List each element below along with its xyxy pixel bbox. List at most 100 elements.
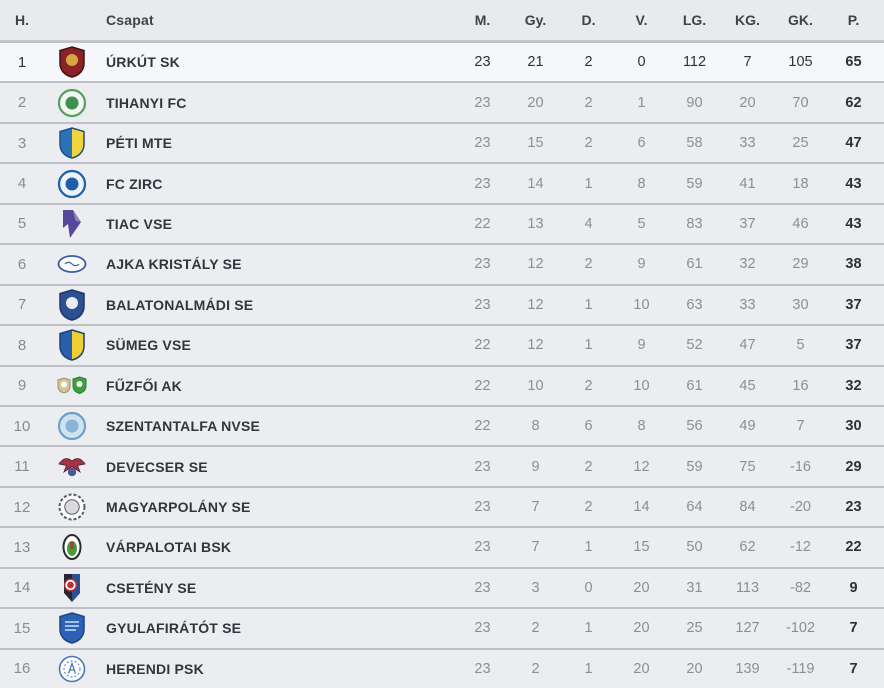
stat-points: 7 bbox=[849, 660, 858, 677]
stat-wins: 21 bbox=[527, 54, 544, 71]
stat-wins: 12 bbox=[527, 296, 544, 313]
stat-goal-diff: 70 bbox=[792, 94, 809, 111]
table-row[interactable]: 4 FC ZIRC 23 14 1 8 59 41 18 43 bbox=[0, 162, 884, 203]
stat-matches: 23 bbox=[474, 579, 491, 596]
stat-draws: 2 bbox=[584, 458, 593, 475]
team-position: 3 bbox=[17, 134, 27, 152]
stat-points: 7 bbox=[849, 620, 858, 637]
stat-wins: 13 bbox=[527, 215, 544, 232]
stat-goals-for: 25 bbox=[686, 620, 703, 637]
stat-goals-against: 113 bbox=[735, 579, 760, 596]
team-logo-icon bbox=[44, 248, 100, 280]
table-row[interactable]: 11 DEVECSER SE 23 9 2 12 59 75 -16 29 bbox=[0, 445, 884, 486]
stat-points: 22 bbox=[845, 539, 862, 556]
stat-goals-for: 63 bbox=[686, 296, 703, 313]
table-row[interactable]: 9 FŰZFŐI AK 22 10 2 10 61 45 16 32 bbox=[0, 364, 884, 405]
stat-goals-for: 64 bbox=[686, 499, 703, 516]
stat-goals-against: 32 bbox=[739, 256, 756, 273]
stat-draws: 2 bbox=[584, 499, 593, 516]
team-name[interactable]: VÁRPALOTAI BSK bbox=[106, 539, 232, 556]
stat-losses: 5 bbox=[637, 215, 646, 232]
stat-goals-against: 49 bbox=[739, 418, 756, 435]
stat-wins: 12 bbox=[527, 337, 544, 354]
stat-wins: 3 bbox=[531, 579, 540, 596]
team-logo-icon bbox=[44, 87, 100, 119]
header-position: H. bbox=[15, 12, 29, 28]
stat-goals-against: 127 bbox=[735, 620, 760, 637]
table-row[interactable]: 8 SÜMEG VSE 22 12 1 9 52 47 5 37 bbox=[0, 324, 884, 365]
team-name[interactable]: CSETÉNY SE bbox=[106, 579, 197, 596]
table-row[interactable]: 16 HERENDI PSK 23 2 1 20 20 139 -119 7 bbox=[0, 647, 884, 688]
table-row[interactable]: 7 BALATONALMÁDI SE 23 12 1 10 63 33 30 3… bbox=[0, 283, 884, 325]
stat-goals-for: 56 bbox=[686, 418, 703, 435]
table-row[interactable]: 15 GYULAFIRÁTÓT SE 23 2 1 20 25 127 -102… bbox=[0, 607, 884, 648]
team-position: 7 bbox=[17, 296, 27, 314]
team-name[interactable]: TIHANYI FC bbox=[106, 94, 187, 111]
team-position: 6 bbox=[17, 255, 27, 273]
table-body: 1 ÚRKÚT SK 23 21 2 0 112 7 105 65 2 TIHA… bbox=[0, 41, 884, 688]
stat-losses: 12 bbox=[633, 458, 650, 475]
stat-draws: 6 bbox=[584, 418, 593, 435]
table-row[interactable]: 10 SZENTANTALFA NVSE 22 8 6 8 56 49 7 30 bbox=[0, 404, 884, 446]
team-name[interactable]: SÜMEG VSE bbox=[106, 337, 192, 354]
team-position: 11 bbox=[14, 458, 30, 476]
team-name[interactable]: ÚRKÚT SK bbox=[106, 54, 180, 71]
stat-points: 30 bbox=[845, 418, 862, 435]
stat-points: 37 bbox=[845, 337, 862, 354]
header-draws: D. bbox=[581, 12, 596, 28]
table-row[interactable]: 2 TIHANYI FC 23 20 2 1 90 20 70 62 bbox=[0, 81, 884, 122]
stat-goals-against: 33 bbox=[739, 135, 756, 152]
table-row[interactable]: 3 PÉTI MTE 23 15 2 6 58 33 25 47 bbox=[0, 121, 884, 163]
stat-goal-diff: 46 bbox=[792, 215, 809, 232]
table-row[interactable]: 14 CSETÉNY SE 23 3 0 20 31 113 -82 9 bbox=[0, 566, 884, 608]
table-row[interactable]: 6 AJKA KRISTÁLY SE 23 12 2 9 61 32 29 38 bbox=[0, 243, 884, 284]
stat-points: 43 bbox=[845, 175, 862, 192]
team-position: 16 bbox=[13, 660, 31, 678]
stat-matches: 23 bbox=[474, 620, 491, 637]
stat-draws: 2 bbox=[584, 135, 593, 152]
stat-points: 47 bbox=[845, 135, 862, 152]
stat-points: 38 bbox=[845, 256, 862, 273]
team-name[interactable]: HERENDI PSK bbox=[106, 660, 204, 677]
stat-draws: 2 bbox=[584, 256, 593, 273]
team-position: 15 bbox=[13, 619, 31, 637]
team-name[interactable]: DEVECSER SE bbox=[106, 458, 208, 475]
stat-wins: 10 bbox=[527, 377, 544, 394]
stat-losses: 20 bbox=[633, 660, 650, 677]
table-row[interactable]: 13 VÁRPALOTAI BSK 23 7 1 15 50 62 -12 22 bbox=[0, 526, 884, 567]
stat-goals-against: 62 bbox=[739, 539, 756, 556]
team-logo-icon bbox=[44, 329, 100, 362]
team-name[interactable]: MAGYARPOLÁNY SE bbox=[106, 499, 251, 516]
team-logo-icon bbox=[44, 572, 100, 604]
team-logo-icon bbox=[44, 410, 100, 442]
team-name[interactable]: BALATONALMÁDI SE bbox=[106, 296, 254, 313]
team-name[interactable]: FŰZFŐI AK bbox=[106, 377, 182, 394]
stat-matches: 23 bbox=[474, 256, 491, 273]
team-logo-icon bbox=[44, 46, 100, 78]
team-name[interactable]: TIAC VSE bbox=[106, 215, 173, 232]
stat-goals-against: 7 bbox=[743, 54, 752, 71]
team-logo-icon bbox=[44, 370, 100, 402]
stat-draws: 0 bbox=[584, 579, 593, 596]
team-logo-icon bbox=[44, 168, 100, 200]
team-position: 5 bbox=[17, 215, 27, 233]
team-logo-icon bbox=[44, 451, 100, 483]
team-name[interactable]: SZENTANTALFA NVSE bbox=[106, 418, 261, 435]
team-name[interactable]: AJKA KRISTÁLY SE bbox=[106, 256, 242, 273]
table-row[interactable]: 5 TIAC VSE 22 13 4 5 83 37 46 43 bbox=[0, 202, 884, 244]
stat-goal-diff: -82 bbox=[790, 579, 811, 596]
stat-goals-for: 20 bbox=[686, 660, 703, 677]
stat-goals-against: 37 bbox=[739, 215, 756, 232]
stat-wins: 9 bbox=[531, 458, 540, 475]
stat-wins: 7 bbox=[531, 539, 540, 556]
table-row[interactable]: 1 ÚRKÚT SK 23 21 2 0 112 7 105 65 bbox=[0, 41, 884, 82]
team-name[interactable]: GYULAFIRÁTÓT SE bbox=[106, 620, 242, 637]
stat-matches: 23 bbox=[474, 499, 491, 516]
stat-wins: 14 bbox=[527, 175, 544, 192]
header-goal-diff: GK. bbox=[788, 12, 813, 28]
team-position: 13 bbox=[13, 538, 31, 556]
team-name[interactable]: PÉTI MTE bbox=[106, 135, 173, 152]
team-name[interactable]: FC ZIRC bbox=[106, 175, 163, 192]
header-matches: M. bbox=[474, 12, 491, 28]
table-row[interactable]: 12 MAGYARPOLÁNY SE 23 7 2 14 64 84 -20 2… bbox=[0, 485, 884, 527]
